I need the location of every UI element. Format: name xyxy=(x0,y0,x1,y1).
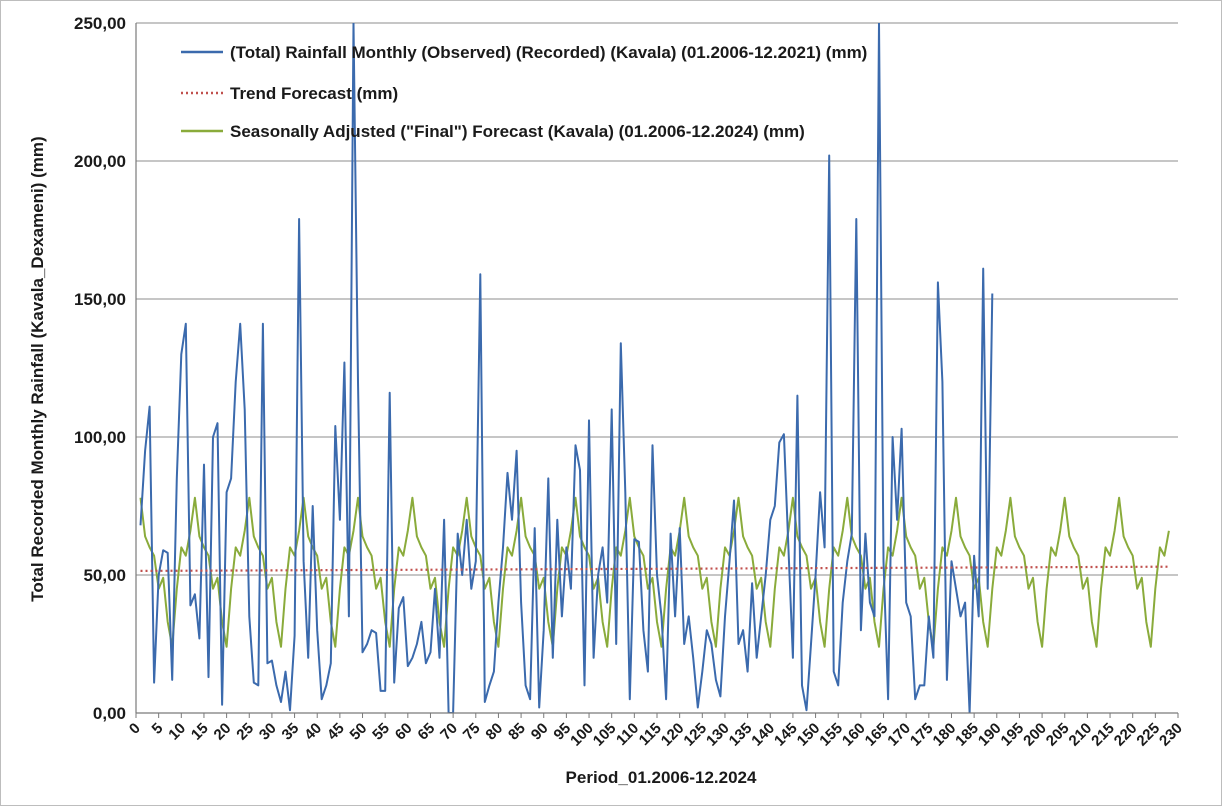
x-axis-title: Period_01.2006-12.2024 xyxy=(566,768,757,787)
x-tick-label: 65 xyxy=(414,720,438,744)
series-layer xyxy=(139,23,1170,713)
legend-label-seasonal: Seasonally Adjusted ("Final") Forecast (… xyxy=(230,122,805,141)
x-tick-label: 60 xyxy=(392,720,416,744)
x-tick-labels: 0 510152025303540455055606570758085909510… xyxy=(126,720,1186,750)
x-tick-label: 85 xyxy=(505,720,529,744)
x-tick-label: 40 xyxy=(301,720,325,744)
y-tick-labels: 0,00 50,00 100,00 150,00 200,00 250,00 xyxy=(74,14,126,723)
x-tick-label: 5 xyxy=(149,720,167,738)
series-observed-line xyxy=(139,23,994,713)
legend-label-trend: Trend Forecast (mm) xyxy=(230,84,398,103)
x-tick-label: 80 xyxy=(482,720,506,744)
x-tick-label: 50 xyxy=(347,720,371,744)
y-axis-title: Total Recorded Monthly Rainfall (Kavala_… xyxy=(28,136,47,601)
y-tick-label: 250,00 xyxy=(74,14,126,33)
x-tick-label: 75 xyxy=(460,720,484,744)
x-tick-label: 20 xyxy=(211,720,235,744)
x-tick-label: 30 xyxy=(256,720,280,744)
y-tick-label: 50,00 xyxy=(83,566,126,585)
x-tick-label: 55 xyxy=(369,720,393,744)
axes xyxy=(135,23,1179,718)
legend-label-observed: (Total) Rainfall Monthly (Observed) (Rec… xyxy=(230,43,867,62)
x-tick-label: 230 xyxy=(1156,720,1186,750)
y-tick-label: 200,00 xyxy=(74,152,126,171)
x-tick-label: 10 xyxy=(165,720,189,744)
x-tick-label: 45 xyxy=(324,720,348,744)
y-tick-label: 0,00 xyxy=(93,704,126,723)
y-tick-label: 150,00 xyxy=(74,290,126,309)
legend: (Total) Rainfall Monthly (Observed) (Rec… xyxy=(181,43,867,141)
x-tick-label: 15 xyxy=(188,720,212,744)
y-tick-label: 100,00 xyxy=(74,428,126,447)
x-tick-label: 0 xyxy=(126,720,144,738)
x-tick-label: 90 xyxy=(528,720,552,744)
x-tick-label: 25 xyxy=(233,720,257,744)
x-tick-label: 35 xyxy=(279,720,303,744)
series-trend-line xyxy=(140,565,1169,573)
x-tick-label: 70 xyxy=(437,720,461,744)
